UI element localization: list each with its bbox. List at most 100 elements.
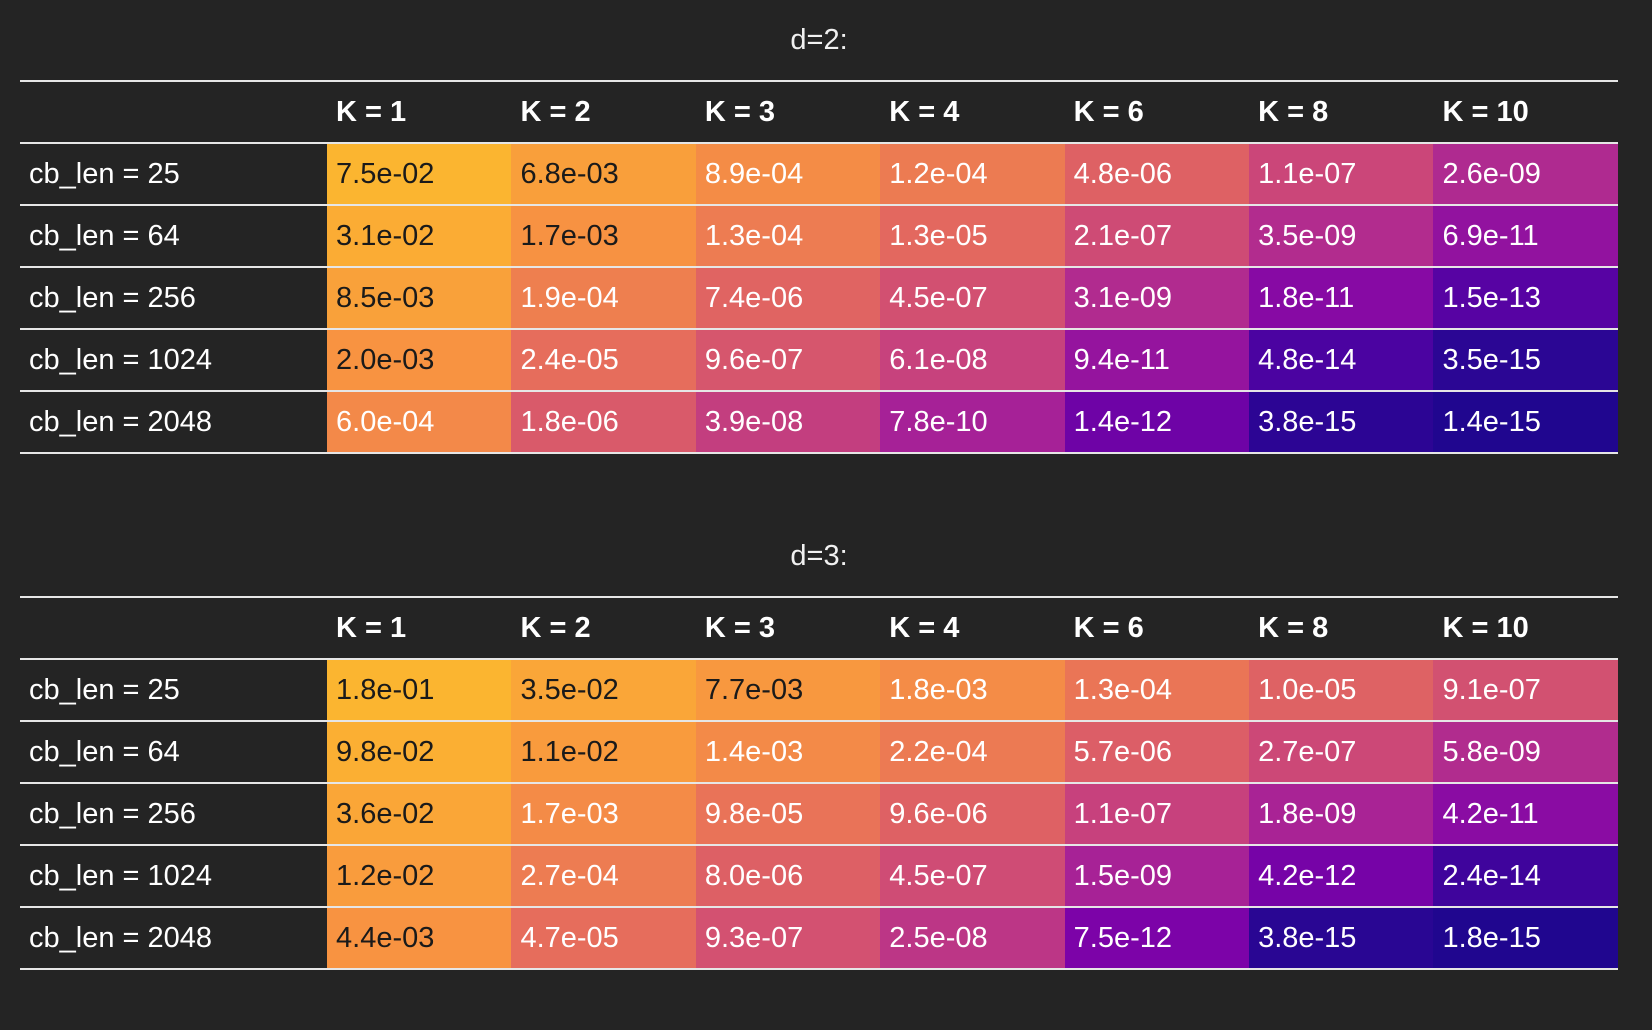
heatmap-cell: 2.4e-14	[1433, 844, 1618, 907]
column-header: K = 4	[880, 597, 1065, 660]
heatmap-cell: 4.5e-07	[880, 266, 1065, 329]
header-corner-cell	[20, 597, 328, 660]
row-header: cb_len = 256	[20, 782, 328, 845]
heatmap-cell: 2.7e-07	[1249, 720, 1434, 783]
heatmap-cell: 6.0e-04	[327, 390, 512, 453]
header-corner-cell	[20, 81, 328, 144]
table-row: cb_len = 64 3.1e-02 1.7e-03 1.3e-04 1.3e-05 2…	[20, 204, 1618, 267]
heatmap-cell: 3.5e-15	[1433, 328, 1618, 391]
heatmap-cell: 1.3e-04	[1064, 659, 1250, 721]
heatmap-cell: 4.2e-12	[1249, 844, 1434, 907]
heatmap-cell: 1.7e-03	[511, 782, 696, 845]
heatmap-cell: 7.8e-10	[880, 390, 1065, 453]
heatmap-cell: 2.1e-07	[1064, 204, 1250, 267]
row-header: cb_len = 64	[20, 720, 328, 783]
heatmap-cell: 4.8e-06	[1064, 143, 1250, 205]
heatmap-cell: 9.4e-11	[1064, 328, 1250, 391]
row-header: cb_len = 64	[20, 204, 328, 267]
column-header: K = 3	[695, 597, 881, 660]
table-header-d2: K = 1 K = 2 K = 3 K = 4 K = 6 K = 8 K = …	[20, 81, 1618, 144]
table-row: cb_len = 64 9.8e-02 1.1e-02 1.4e-03 2.2e-04 5…	[20, 720, 1618, 783]
heatmap-cell: 1.8e-03	[880, 659, 1065, 721]
table-body-d3: cb_len = 25 1.8e-01 3.5e-02 7.7e-03 1.8e-03 1…	[20, 659, 1618, 969]
heatmap-cell: 1.8e-11	[1249, 266, 1434, 329]
heatmap-cell: 1.4e-03	[695, 720, 881, 783]
table-body-d2: cb_len = 25 7.5e-02 6.8e-03 8.9e-04 1.2e-04 4…	[20, 143, 1618, 453]
heatmap-cell: 3.5e-02	[511, 659, 696, 721]
heatmap-cell: 7.4e-06	[695, 266, 881, 329]
heatmap-cell: 2.7e-04	[511, 844, 696, 907]
heatmap-table-d3: d=3: K = 1 K = 2 K = 3 K = 4 K = 6 K = 8…	[20, 530, 1618, 970]
column-header: K = 1	[327, 81, 512, 144]
column-header: K = 3	[695, 81, 881, 144]
heatmap-cell: 8.9e-04	[695, 143, 881, 205]
heatmap-cell: 9.6e-07	[695, 328, 881, 391]
header-row: K = 1 K = 2 K = 3 K = 4 K = 6 K = 8 K = …	[20, 81, 1618, 144]
heatmap-cell: 7.7e-03	[695, 659, 881, 721]
heatmap-table-d2: d=2: K = 1 K = 2 K = 3 K = 4 K = 6 K = 8…	[20, 14, 1618, 454]
table-row: cb_len = 1024 2.0e-03 2.4e-05 9.6e-07 6.1e-0…	[20, 328, 1618, 391]
heatmap-cell: 2.4e-05	[511, 328, 696, 391]
heatmap-cell: 1.9e-04	[511, 266, 696, 329]
row-header: cb_len = 1024	[20, 328, 328, 391]
heatmap-cell: 1.5e-09	[1064, 844, 1250, 907]
table-row: cb_len = 256 8.5e-03 1.9e-04 7.4e-06 4.5e-07…	[20, 266, 1618, 329]
heatmap-cell: 1.1e-02	[511, 720, 696, 783]
heatmap-cell: 3.8e-15	[1249, 390, 1434, 453]
heatmap-cell: 2.2e-04	[880, 720, 1065, 783]
heatmap-cell: 1.4e-12	[1064, 390, 1250, 453]
row-header: cb_len = 25	[20, 143, 328, 205]
heatmap-cell: 4.2e-11	[1433, 782, 1618, 845]
table-row: cb_len = 25 1.8e-01 3.5e-02 7.7e-03 1.8e-03 1…	[20, 659, 1618, 721]
heatmap-cell: 9.6e-06	[880, 782, 1065, 845]
heatmap-cell: 4.8e-14	[1249, 328, 1434, 391]
heatmap-cell: 4.5e-07	[880, 844, 1065, 907]
column-header: K = 1	[327, 597, 512, 660]
table-row: cb_len = 2048 4.4e-03 4.7e-05 9.3e-07 2.5e-0…	[20, 906, 1618, 969]
heatmap-cell: 1.8e-06	[511, 390, 696, 453]
table-d3: K = 1 K = 2 K = 3 K = 4 K = 6 K = 8 K = …	[20, 596, 1618, 970]
column-header: K = 10	[1433, 597, 1618, 660]
heatmap-cell: 1.4e-15	[1433, 390, 1618, 453]
heatmap-cell: 9.3e-07	[695, 906, 881, 969]
heatmap-cell: 8.0e-06	[695, 844, 881, 907]
heatmap-cell: 1.8e-01	[327, 659, 512, 721]
heatmap-cell: 6.9e-11	[1433, 204, 1618, 267]
column-header: K = 8	[1249, 597, 1434, 660]
heatmap-cell: 4.4e-03	[327, 906, 512, 969]
row-header: cb_len = 256	[20, 266, 328, 329]
table-row: cb_len = 25 7.5e-02 6.8e-03 8.9e-04 1.2e-04 4…	[20, 143, 1618, 205]
heatmap-cell: 9.8e-05	[695, 782, 881, 845]
heatmap-cell: 1.3e-04	[695, 204, 881, 267]
heatmap-cell: 3.9e-08	[695, 390, 881, 453]
table-row: cb_len = 256 3.6e-02 1.7e-03 9.8e-05 9.6e-06…	[20, 782, 1618, 845]
heatmap-cell: 9.1e-07	[1433, 659, 1618, 721]
row-header: cb_len = 2048	[20, 390, 328, 453]
column-header: K = 2	[511, 597, 696, 660]
heatmap-cell: 5.7e-06	[1064, 720, 1250, 783]
heatmap-cell: 1.1e-07	[1064, 782, 1250, 845]
column-header: K = 6	[1064, 81, 1250, 144]
heatmap-cell: 2.5e-08	[880, 906, 1065, 969]
heatmap-cell: 6.1e-08	[880, 328, 1065, 391]
column-header: K = 2	[511, 81, 696, 144]
heatmap-cell: 7.5e-02	[327, 143, 512, 205]
heatmap-cell: 2.0e-03	[327, 328, 512, 391]
heatmap-cell: 9.8e-02	[327, 720, 512, 783]
heatmap-cell: 1.2e-04	[880, 143, 1065, 205]
row-header: cb_len = 2048	[20, 906, 328, 969]
heatmap-cell: 7.5e-12	[1064, 906, 1250, 969]
column-header: K = 10	[1433, 81, 1618, 144]
heatmap-cell: 3.8e-15	[1249, 906, 1434, 969]
table-title-d3: d=3:	[790, 540, 848, 572]
row-header: cb_len = 25	[20, 659, 328, 721]
table-title-d2: d=2:	[790, 24, 848, 56]
heatmap-cell: 4.7e-05	[511, 906, 696, 969]
heatmap-cell: 1.2e-02	[327, 844, 512, 907]
table-row: cb_len = 2048 6.0e-04 1.8e-06 3.9e-08 7.8e-1…	[20, 390, 1618, 453]
heatmap-cell: 5.8e-09	[1433, 720, 1618, 783]
heatmap-cell: 1.8e-09	[1249, 782, 1434, 845]
heatmap-cell: 1.1e-07	[1249, 143, 1434, 205]
heatmap-cell: 1.5e-13	[1433, 266, 1618, 329]
heatmap-cell: 1.3e-05	[880, 204, 1065, 267]
